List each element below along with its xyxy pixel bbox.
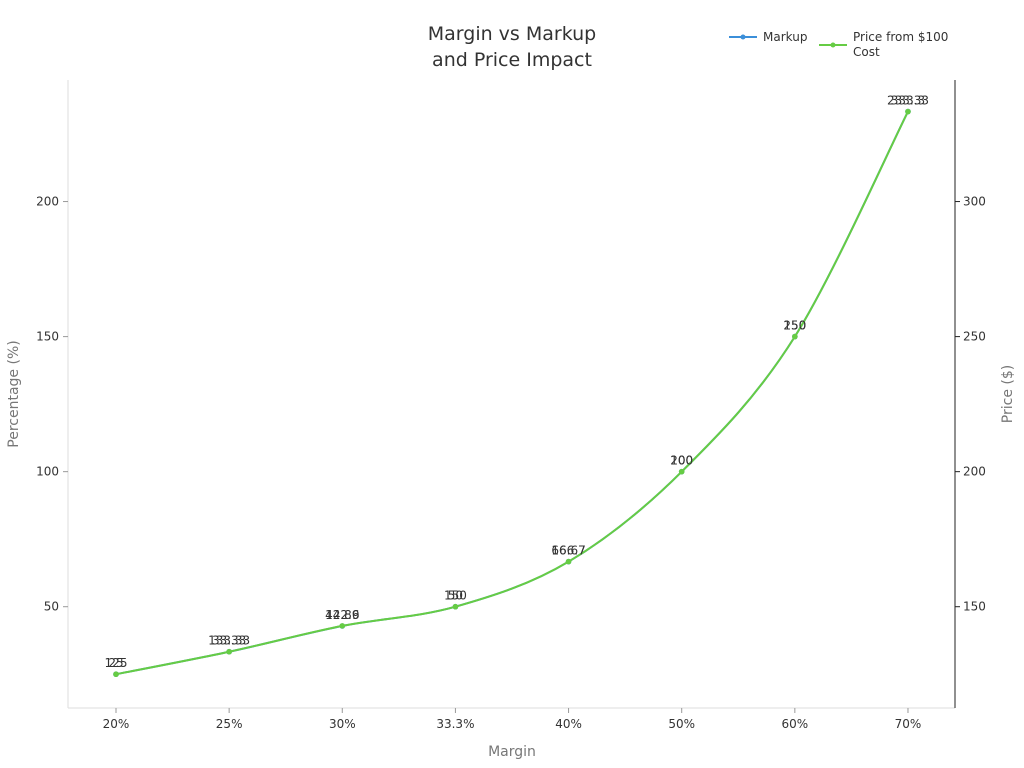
x-tick-label: 33.3% <box>436 717 474 731</box>
y-axis-ticks: 50 100 150 200 <box>36 195 68 614</box>
series-markup-value-label: 66.67 <box>551 544 585 558</box>
chart-title-line-1: Margin vs Markup <box>428 23 597 45</box>
x-tick-label: 70% <box>895 717 922 731</box>
series-price-point <box>113 671 119 678</box>
y-axis-title: Percentage (%) <box>6 340 22 447</box>
y2-axis-title: Price ($) <box>1000 365 1016 423</box>
series-price-point <box>792 333 798 340</box>
y-tick-label: 50 <box>44 600 59 614</box>
legend-price-marker <box>830 42 836 48</box>
series-price-value-label: 166.7 <box>551 544 585 558</box>
series-markup-value-label: 25 <box>108 656 123 670</box>
series-price-value-label: 150 <box>444 589 467 603</box>
series-price-value-label: 333.3 <box>891 94 925 108</box>
series-price-point <box>339 623 346 629</box>
series-markup-value-label: 233.33 <box>887 94 929 108</box>
y2-tick-label: 300 <box>963 195 986 209</box>
series-price-value-label: 250 <box>783 319 806 333</box>
series-price-point <box>226 648 232 655</box>
series-markup-line <box>115 111 909 676</box>
x-tick-label: 60% <box>782 717 809 731</box>
y-tick-label: 150 <box>36 330 59 344</box>
series-price-value-label: 142.9 <box>325 608 359 622</box>
series-markup-value-label: 42.86 <box>325 608 359 622</box>
y2-tick-label: 250 <box>963 330 986 344</box>
x-tick-label: 40% <box>555 717 582 731</box>
chart-title-line-2: and Price Impact <box>432 49 592 71</box>
legend-price-label-line-1: Price from $100 <box>853 30 948 44</box>
series-price-value-label: 133.33 <box>208 634 250 648</box>
legend: Markup Price from $100 Cost <box>729 30 948 59</box>
x-tick-label: 50% <box>668 717 695 731</box>
legend-price-label-line-2: Cost <box>853 45 880 59</box>
y2-tick-label: 200 <box>963 465 986 479</box>
x-axis-ticks: 20% 25% 30% 33.3% 40% 50% 60% 70% <box>103 708 922 731</box>
y2-tick-label: 150 <box>963 600 986 614</box>
series-price-point <box>678 468 685 475</box>
legend-markup-label: Markup <box>763 30 807 44</box>
series-price-value-label: 200 <box>670 454 693 468</box>
y2-axis-ticks: 150 200 250 300 <box>955 195 986 614</box>
x-tick-label: 20% <box>103 717 130 731</box>
y-tick-label: 200 <box>36 195 59 209</box>
series-price-value-label: 125 <box>105 656 128 670</box>
legend-markup-marker <box>740 34 746 40</box>
x-tick-label: 30% <box>329 717 356 731</box>
series-markup-value-label: 33.33 <box>212 634 246 648</box>
series-markup-value-label: 100 <box>670 454 693 468</box>
series-price-point <box>565 558 572 565</box>
series-price-line <box>115 111 909 676</box>
series-price-point <box>905 108 911 115</box>
y-tick-label: 100 <box>36 465 59 479</box>
series-markup-value-label: 50 <box>448 589 463 603</box>
x-tick-label: 25% <box>216 717 243 731</box>
x-axis-title: Margin <box>488 744 536 760</box>
series-price-point <box>452 603 459 610</box>
series-layer: 25 33.33 42.86 50 66.67 100 150 233.33 125 133.33… <box>105 94 929 678</box>
